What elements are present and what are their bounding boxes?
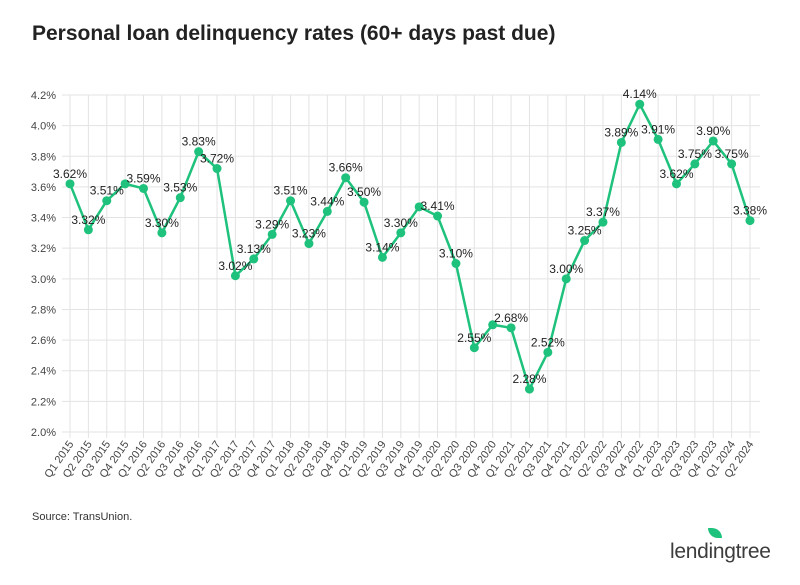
data-label: 3.30% (145, 216, 179, 230)
data-label: 2.55% (457, 331, 491, 345)
data-point (488, 320, 498, 330)
data-point (727, 159, 737, 169)
data-label: 3.25% (568, 224, 602, 238)
data-point (469, 343, 479, 353)
data-point (708, 136, 718, 146)
data-label: 3.23% (292, 227, 326, 241)
data-label: 3.75% (715, 147, 749, 161)
data-label: 3.37% (586, 205, 620, 219)
y-tick-label: 3.4% (31, 213, 56, 225)
data-label: 4.14% (623, 87, 657, 101)
data-label: 3.13% (237, 242, 271, 256)
lendingtree-logo: lendingtree (670, 528, 771, 564)
data-point (671, 179, 681, 189)
data-point (120, 179, 130, 189)
data-point (267, 229, 277, 239)
data-label: 2.52% (531, 335, 565, 349)
data-point (543, 347, 553, 357)
data-point (139, 183, 149, 193)
y-tick-label: 3.6% (31, 182, 56, 194)
y-tick-label: 2.8% (31, 304, 56, 316)
data-label: 3.83% (182, 135, 216, 149)
data-point (616, 137, 626, 147)
data-label: 3.10% (439, 247, 473, 261)
data-label: 3.59% (126, 171, 160, 185)
data-label: 3.32% (71, 213, 105, 227)
data-label: 3.38% (733, 204, 767, 218)
y-tick-label: 3.0% (31, 274, 56, 286)
data-point (83, 225, 93, 235)
data-label: 3.30% (384, 216, 418, 230)
data-point (359, 197, 369, 207)
data-point (598, 217, 608, 227)
data-label: 3.90% (696, 124, 730, 138)
data-point (212, 164, 222, 174)
data-label: 3.44% (310, 194, 344, 208)
data-label: 3.50% (347, 185, 381, 199)
data-point (506, 323, 516, 333)
y-tick-label: 2.0% (31, 427, 56, 439)
data-label: 3.66% (329, 161, 363, 175)
data-point (175, 193, 185, 203)
data-point (524, 384, 534, 394)
data-point (561, 274, 571, 284)
data-label: 3.14% (365, 240, 399, 254)
data-point (249, 254, 259, 264)
y-tick-label: 4.2% (31, 90, 56, 102)
data-label: 3.62% (659, 167, 693, 181)
data-point (653, 134, 663, 144)
data-point (157, 228, 167, 238)
y-tick-label: 3.8% (31, 151, 56, 163)
data-point (745, 216, 755, 226)
data-point (377, 252, 387, 262)
y-tick-label: 2.6% (31, 335, 56, 347)
data-point (102, 196, 112, 206)
y-tick-label: 2.2% (31, 396, 56, 408)
data-label: 2.68% (494, 311, 528, 325)
data-point (635, 99, 645, 109)
data-label: 3.00% (549, 262, 583, 276)
leaf-icon (708, 528, 722, 538)
data-point (341, 173, 351, 183)
data-point (396, 228, 406, 238)
data-label: 3.72% (200, 152, 234, 166)
data-label: 3.62% (53, 167, 87, 181)
data-label: 3.51% (274, 184, 308, 198)
data-point (304, 239, 314, 249)
data-point (322, 206, 332, 216)
data-point (451, 259, 461, 268)
data-label: 3.91% (641, 122, 675, 136)
data-point (286, 196, 296, 206)
chart-title: Personal loan delinquency rates (60+ day… (32, 22, 556, 45)
data-point (65, 179, 75, 189)
data-point (414, 202, 424, 212)
data-label: 3.29% (255, 217, 289, 231)
data-point (433, 211, 443, 221)
data-point (194, 147, 204, 157)
source-note: Source: TransUnion. (32, 511, 133, 523)
series-line (68, 101, 752, 393)
data-label: 3.51% (90, 184, 124, 198)
data-point (580, 236, 590, 246)
y-tick-label: 3.2% (31, 243, 56, 255)
data-label: 3.53% (163, 181, 197, 195)
data-point (690, 159, 700, 169)
data-label: 3.75% (678, 147, 712, 161)
data-point (230, 271, 240, 281)
data-label: 2.28% (512, 372, 546, 386)
y-tick-label: 4.0% (31, 121, 56, 133)
data-label: 3.02% (218, 259, 252, 273)
data-label: 3.41% (421, 199, 455, 213)
data-label: 3.89% (604, 125, 638, 139)
y-tick-label: 2.4% (31, 366, 56, 378)
